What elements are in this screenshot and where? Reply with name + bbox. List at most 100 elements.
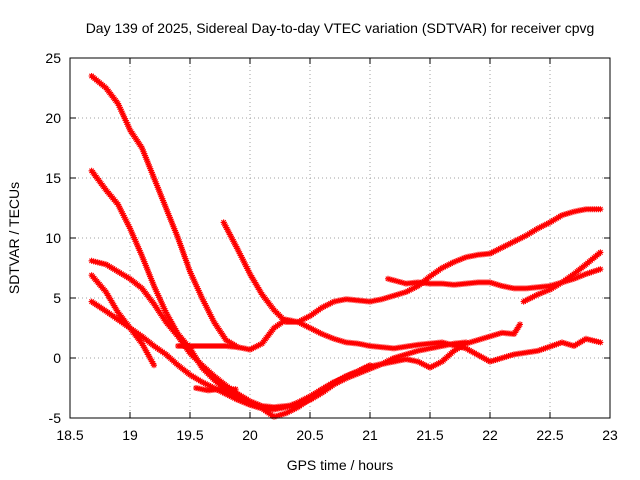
data-point [363,367,369,374]
x-axis-label: GPS time / hours [287,457,394,473]
data-point [115,100,121,107]
data-point [168,218,175,225]
data-point [397,290,403,297]
data-point [395,353,401,360]
data-point [319,304,325,311]
data-point [242,261,249,268]
data-point [139,253,145,259]
data-point [527,295,534,301]
data-point [298,320,305,327]
data-point [496,355,503,362]
data-point [308,325,315,332]
data-point [529,294,536,301]
x-tick-label: 21 [362,427,378,443]
data-point [531,293,538,300]
y-tick-label: 0 [53,350,61,366]
data-point [335,337,341,343]
data-point [239,398,245,405]
data-point [301,322,308,329]
data-point [142,262,149,269]
data-point [146,353,152,360]
data-point [597,206,604,213]
data-point [492,356,499,363]
data-point [535,291,541,298]
data-point [183,259,190,266]
data-point [481,335,487,342]
data-point [122,216,129,223]
data-point [533,292,540,299]
data-point [142,346,148,352]
data-point [145,269,152,276]
data-point [189,274,196,281]
data-point [457,256,463,263]
data-point [385,357,392,364]
data-point [365,366,371,373]
data-point [540,222,547,229]
data-point [221,390,228,397]
data-point [167,216,174,223]
data-point [130,232,137,239]
data-point [257,341,264,348]
data-point [546,343,553,350]
data-point [408,286,415,293]
data-point [397,353,403,360]
data-point [488,358,495,365]
data-point [143,156,150,163]
data-point [152,178,159,185]
data-point [228,393,235,400]
data-point [333,378,339,385]
data-point [325,301,332,308]
data-point [149,171,156,178]
data-point [154,184,161,191]
data-point [159,195,166,202]
data-point [577,273,583,280]
data-point [581,271,587,278]
data-point [542,345,549,352]
data-point [553,341,560,348]
data-point [503,353,510,360]
data-point [286,408,293,415]
data-point [124,219,131,226]
data-point [346,372,353,379]
data-point [310,326,317,333]
data-point [157,296,163,303]
data-point [499,244,505,251]
data-point [151,362,157,369]
data-point [257,404,263,411]
data-point [406,287,413,294]
data-point [565,341,571,348]
data-point [538,346,545,353]
data-point [121,113,127,120]
data-point [411,284,418,291]
data-point [361,364,368,371]
data-point [459,255,465,262]
data-point [493,247,500,254]
data-point [173,327,179,334]
data-point [197,291,204,298]
data-point [119,210,126,217]
y-tick-label: 20 [45,110,61,126]
data-point [222,222,229,229]
data-point [148,167,154,174]
data-point [135,245,142,252]
data-point [597,339,604,346]
data-point [143,347,149,354]
series-s8 [193,385,239,394]
data-point [223,224,230,231]
data-point [140,342,146,349]
data-point [449,259,456,266]
data-point [207,383,214,390]
data-point [495,331,501,337]
data-point [185,264,192,271]
data-point [170,322,176,328]
data-point [541,221,548,228]
data-point [296,318,303,325]
data-point [329,299,336,306]
data-point [319,331,325,337]
data-point [505,241,512,248]
data-point [538,223,545,230]
data-point [185,263,191,269]
data-point [288,407,295,414]
data-point [440,264,447,271]
